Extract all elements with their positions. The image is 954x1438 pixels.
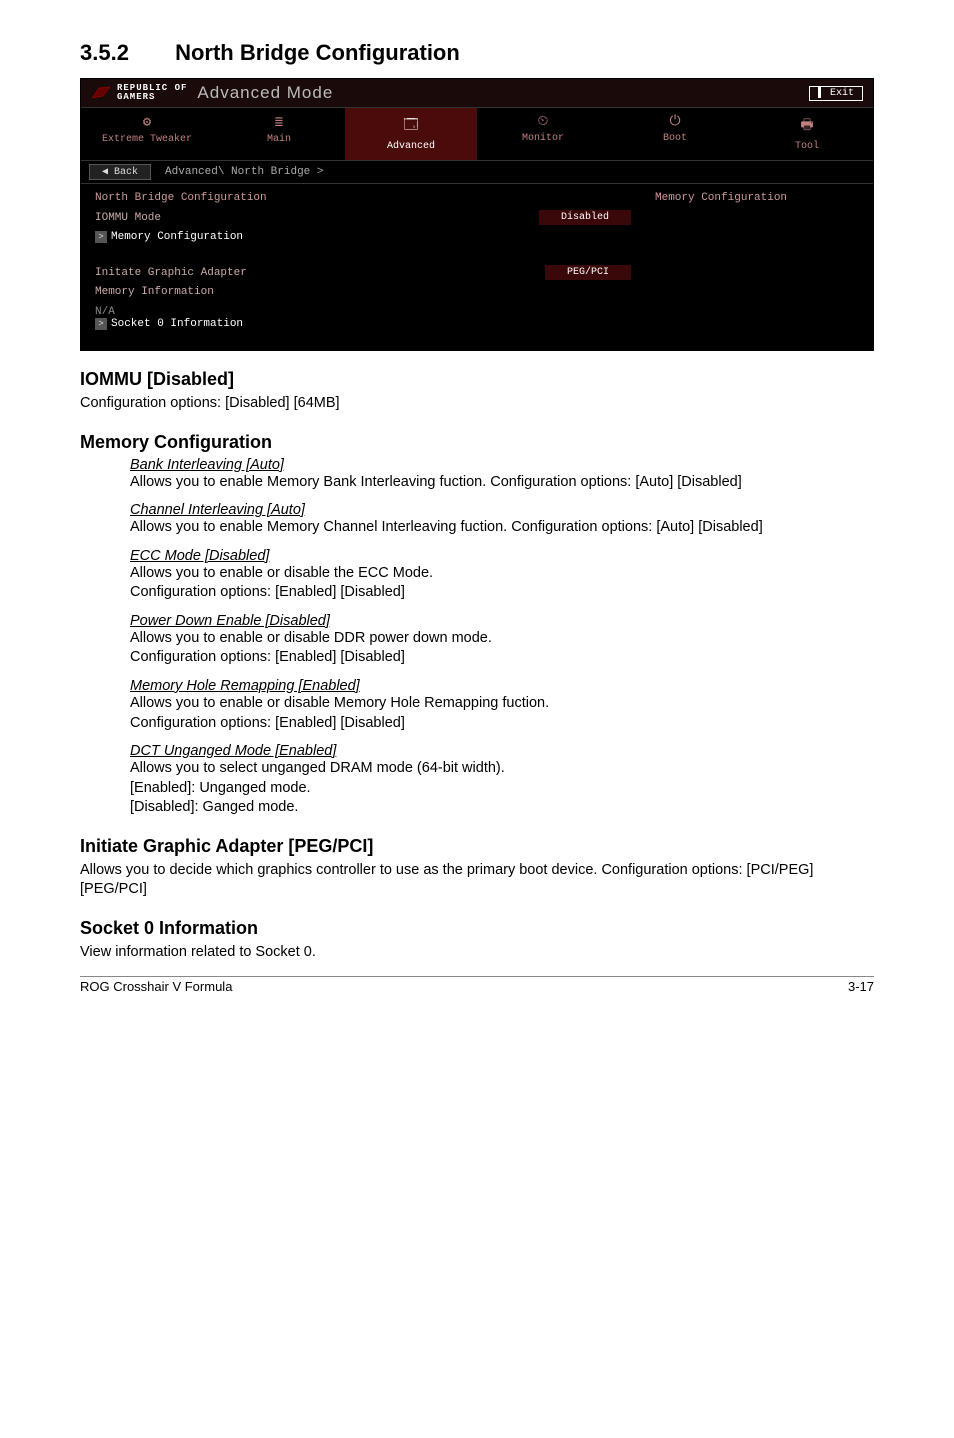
sub-item-title: ECC Mode [Disabled] [130, 548, 874, 564]
rog-logo: REPUBLIC OF GAMERS [91, 84, 187, 102]
brand-line2: GAMERS [117, 93, 187, 102]
tab-main[interactable]: ≣ Main [213, 108, 345, 160]
iommu-value: Disabled [539, 210, 631, 225]
bios-window: REPUBLIC OF GAMERS Advanced Mode ▌ Exit … [80, 78, 874, 351]
panel-heading: North Bridge Configuration [95, 192, 631, 204]
back-button[interactable]: ◀ Back [89, 164, 151, 180]
sub-item-title: Memory Hole Remapping [Enabled] [130, 678, 874, 694]
tab-label: Main [267, 134, 291, 145]
initiate-adapter-heading: Initiate Graphic Adapter [PEG/PCI] [80, 836, 874, 857]
socket0-label: Socket 0 Information [111, 318, 243, 330]
tab-label: Boot [663, 133, 687, 144]
socket0-row[interactable]: > Socket 0 Information [95, 318, 631, 330]
bios-tabs: ⚙ Extreme Tweaker ≣ Main 🗔 Advanced ⏲ Mo… [81, 108, 873, 160]
sub-item-title: DCT Unganged Mode [Enabled] [130, 743, 874, 759]
tab-label: Monitor [522, 133, 564, 144]
init-adapter-row[interactable]: Initate Graphic Adapter PEG/PCI [95, 265, 631, 280]
exit-label: Exit [830, 88, 854, 99]
section-title: 3.5.2 North Bridge Configuration [80, 40, 874, 66]
breadcrumb-row: ◀ Back Advanced\ North Bridge > [81, 160, 873, 184]
init-adapter-value: PEG/PCI [545, 265, 631, 280]
rog-logo-icon [91, 86, 111, 100]
memory-config-item: Power Down Enable [Disabled]Allows you t… [130, 613, 874, 668]
exit-button[interactable]: ▌ Exit [809, 86, 863, 101]
tab-advanced[interactable]: 🗔 Advanced [345, 108, 477, 160]
tweaker-icon: ⚙ [85, 114, 209, 131]
memory-config-heading: Memory Configuration [80, 432, 874, 453]
footer-left: ROG Crosshair V Formula [80, 979, 232, 994]
tab-tool[interactable]: 🖶 Tool [741, 108, 873, 160]
bios-header: REPUBLIC OF GAMERS Advanced Mode ▌ Exit [81, 79, 873, 108]
tab-monitor[interactable]: ⏲ Monitor [477, 108, 609, 160]
monitor-icon: ⏲ [481, 114, 605, 130]
memory-config-row[interactable]: > Memory Configuration [95, 231, 631, 243]
sub-item-body: Allows you to select unganged DRAM mode … [130, 759, 874, 818]
memory-info-label: Memory Information [95, 286, 631, 298]
iommu-label: IOMMU Mode [95, 212, 161, 224]
bios-left-panel: North Bridge Configuration IOMMU Mode Di… [81, 184, 643, 350]
memory-config-item: ECC Mode [Disabled]Allows you to enable … [130, 548, 874, 603]
socket0-paragraph: View information related to Socket 0. [80, 943, 874, 963]
memory-config-item: Channel Interleaving [Auto]Allows you to… [130, 502, 874, 538]
section-number: 3.5.2 [80, 40, 129, 66]
memory-config-item: Memory Hole Remapping [Enabled]Allows yo… [130, 678, 874, 733]
memory-config-label: Memory Configuration [111, 231, 243, 243]
socket0-heading: Socket 0 Information [80, 918, 874, 939]
help-text: Memory Configuration [655, 192, 861, 204]
memory-config-item: DCT Unganged Mode [Enabled]Allows you to… [130, 743, 874, 818]
sub-item-title: Bank Interleaving [Auto] [130, 457, 874, 473]
breadcrumb: Advanced\ North Bridge > [165, 166, 323, 178]
iommu-heading: IOMMU [Disabled] [80, 369, 874, 390]
sub-item-title: Channel Interleaving [Auto] [130, 502, 874, 518]
page-footer: ROG Crosshair V Formula 3-17 [80, 976, 874, 994]
back-label: Back [114, 167, 138, 178]
sub-item-body: Allows you to enable or disable Memory H… [130, 694, 874, 733]
sub-item-title: Power Down Enable [Disabled] [130, 613, 874, 629]
back-arrow-icon: ◀ [102, 167, 114, 178]
init-adapter-label: Initate Graphic Adapter [95, 267, 247, 279]
tab-boot[interactable]: ⏻ Boot [609, 108, 741, 160]
sub-item-body: Allows you to enable or disable the ECC … [130, 564, 874, 603]
sub-item-body: Allows you to enable or disable DDR powe… [130, 629, 874, 668]
tab-label: Tool [795, 141, 819, 152]
tab-extreme-tweaker[interactable]: ⚙ Extreme Tweaker [81, 108, 213, 160]
sub-item-body: Allows you to enable Memory Bank Interle… [130, 473, 874, 493]
chevron-right-icon: > [95, 318, 107, 330]
section-heading: North Bridge Configuration [175, 40, 460, 65]
tab-label: Advanced [387, 141, 435, 152]
mode-title: Advanced Mode [197, 83, 333, 103]
advanced-icon: 🗔 [349, 114, 473, 138]
tool-icon: 🖶 [745, 114, 869, 138]
exit-icon: ▌ [818, 88, 824, 99]
tab-label: Extreme Tweaker [102, 134, 192, 145]
memory-config-item: Bank Interleaving [Auto]Allows you to en… [130, 457, 874, 493]
footer-right: 3-17 [848, 979, 874, 994]
chevron-right-icon: > [95, 231, 107, 243]
initiate-adapter-paragraph: Allows you to decide which graphics cont… [80, 861, 874, 900]
bios-right-panel: Memory Configuration [643, 184, 873, 350]
na-text: N/A [95, 306, 631, 318]
sub-item-body: Allows you to enable Memory Channel Inte… [130, 518, 874, 538]
iommu-row[interactable]: IOMMU Mode Disabled [95, 210, 631, 225]
boot-icon: ⏻ [613, 114, 737, 130]
main-icon: ≣ [217, 114, 341, 131]
iommu-paragraph: Configuration options: [Disabled] [64MB] [80, 394, 874, 414]
